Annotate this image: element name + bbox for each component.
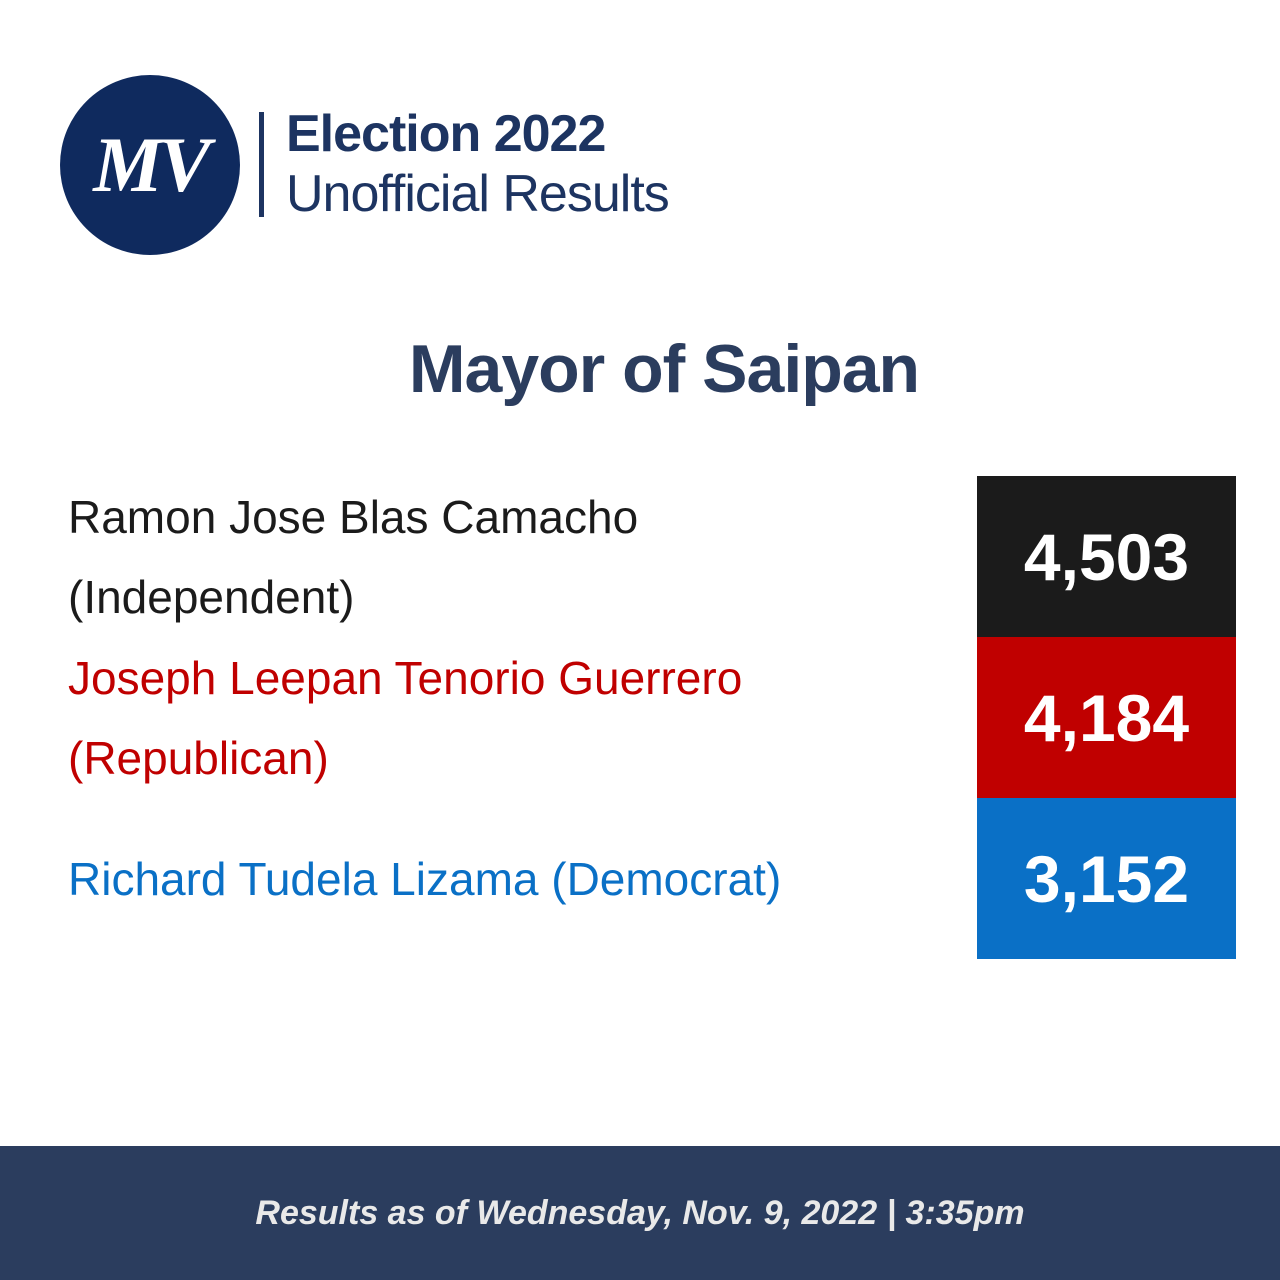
- vote-count: 4,503: [977, 476, 1236, 637]
- footer: Results as of Wednesday, Nov. 9, 2022 | …: [0, 1146, 1280, 1280]
- vote-count: 4,184: [977, 637, 1236, 798]
- divider: [259, 112, 264, 217]
- candidate-name: Ramon Jose Blas Camacho (Independent): [68, 490, 639, 623]
- vote-count: 3,152: [977, 798, 1236, 959]
- header-title: Election 2022: [286, 105, 606, 163]
- logo: MV: [60, 75, 240, 255]
- footer-text: Results as of Wednesday, Nov. 9, 2022 | …: [255, 1193, 1025, 1232]
- header-subtitle: Unofficial Results: [286, 165, 670, 223]
- candidate-name: Richard Tudela Lizama (Democrat): [68, 852, 782, 905]
- candidate-name: Joseph Leepan Tenorio Guerrero (Republic…: [68, 651, 743, 784]
- race-title: Mayor of Saipan: [408, 331, 920, 407]
